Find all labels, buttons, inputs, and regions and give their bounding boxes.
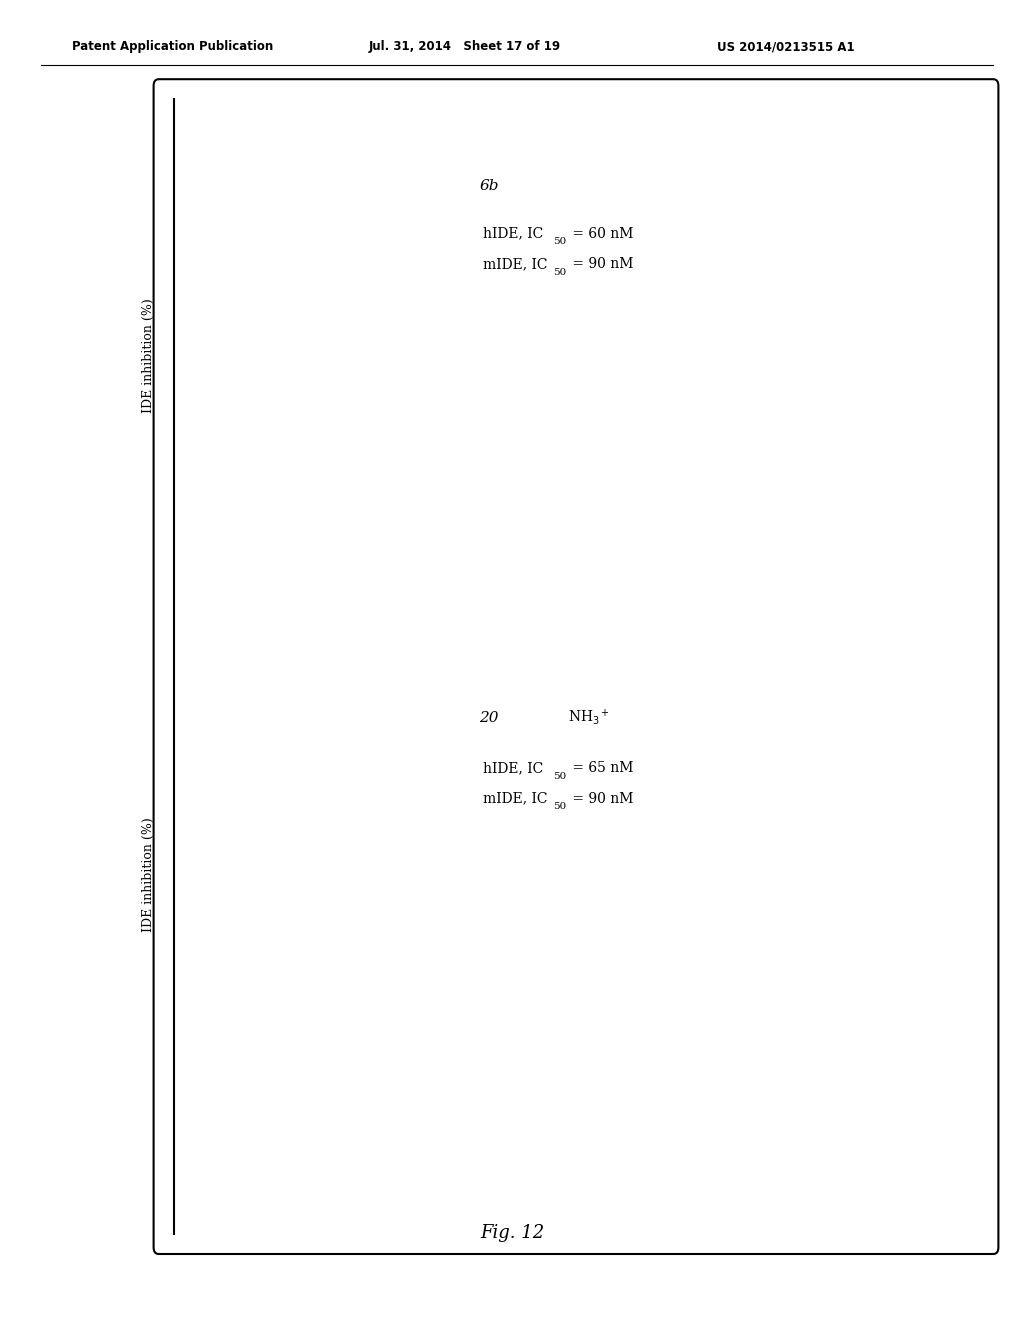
Text: NH: NH [631,376,652,389]
X-axis label: inhibitor conc. (μM): inhibitor conc. (μM) [274,1102,401,1115]
Text: 6b: 6b [479,180,499,193]
Text: NH: NH [703,257,725,271]
Text: NH$_3$$^+$: NH$_3$$^+$ [721,1039,759,1056]
Text: NH: NH [631,904,652,917]
Text: HN: HN [827,880,849,894]
Text: H: H [724,756,735,768]
Text: O: O [585,400,595,413]
Y-axis label: IDE inhibition (%): IDE inhibition (%) [141,817,155,932]
Text: 20: 20 [487,1023,507,1036]
Text: N: N [750,364,761,378]
Text: Patent Application Publication: Patent Application Publication [72,40,273,53]
Text: 50: 50 [553,803,566,812]
Title: mIDE and hIDE with 6b: mIDE and hIDE with 6b [241,136,435,150]
Text: mIDE, IC: mIDE, IC [483,792,548,805]
Text: mIDE, IC: mIDE, IC [483,257,548,271]
Text: Fig. 12: Fig. 12 [480,1224,544,1242]
Text: H: H [817,857,828,870]
Text: Jul. 31, 2014   Sheet 17 of 19: Jul. 31, 2014 Sheet 17 of 19 [369,40,561,53]
Text: US 2014/0213515 A1: US 2014/0213515 A1 [717,40,854,53]
Y-axis label: IDE inhibition (%): IDE inhibition (%) [141,298,155,413]
Text: O: O [888,302,898,315]
Text: O: O [751,430,761,442]
Text: O: O [668,495,678,508]
Legend: human IDE, mouse IDE: human IDE, mouse IDE [354,935,470,975]
Text: 50: 50 [553,772,566,781]
Text: N: N [750,892,761,906]
Text: H: H [724,228,735,240]
Text: HN: HN [822,797,844,810]
Text: 50: 50 [553,268,566,277]
Text: = 65 nM: = 65 nM [568,762,634,775]
Text: NH$_3$$^+$: NH$_3$$^+$ [568,708,610,727]
Text: H$_2$N: H$_2$N [523,363,553,379]
Text: NH$_2$: NH$_2$ [726,494,755,510]
Text: H: H [817,329,828,342]
Text: = 90 nM: = 90 nM [568,792,634,805]
Title: mIDE and hIDE with 20: mIDE and hIDE with 20 [241,655,435,669]
Text: NH: NH [703,785,725,799]
Text: H$_2$N: H$_2$N [523,891,553,907]
Text: HN: HN [822,269,844,282]
Text: hIDE, IC: hIDE, IC [483,227,544,240]
Text: O: O [776,162,786,176]
Text: 6b: 6b [487,495,507,508]
Text: O: O [888,830,898,843]
Text: = 90 nM: = 90 nM [568,257,634,271]
X-axis label: inhibitor conc. (μM): inhibitor conc. (μM) [274,583,401,597]
Text: hIDE, IC: hIDE, IC [483,762,544,775]
Text: HN: HN [827,352,849,366]
Text: 50: 50 [553,238,566,247]
Text: O: O [776,690,786,704]
Text: = 60 nM: = 60 nM [568,227,634,240]
Text: O: O [585,928,595,941]
Text: 20: 20 [479,711,499,725]
Text: O: O [751,958,761,970]
Legend: human IDE, mouse IDE: human IDE, mouse IDE [354,416,470,457]
